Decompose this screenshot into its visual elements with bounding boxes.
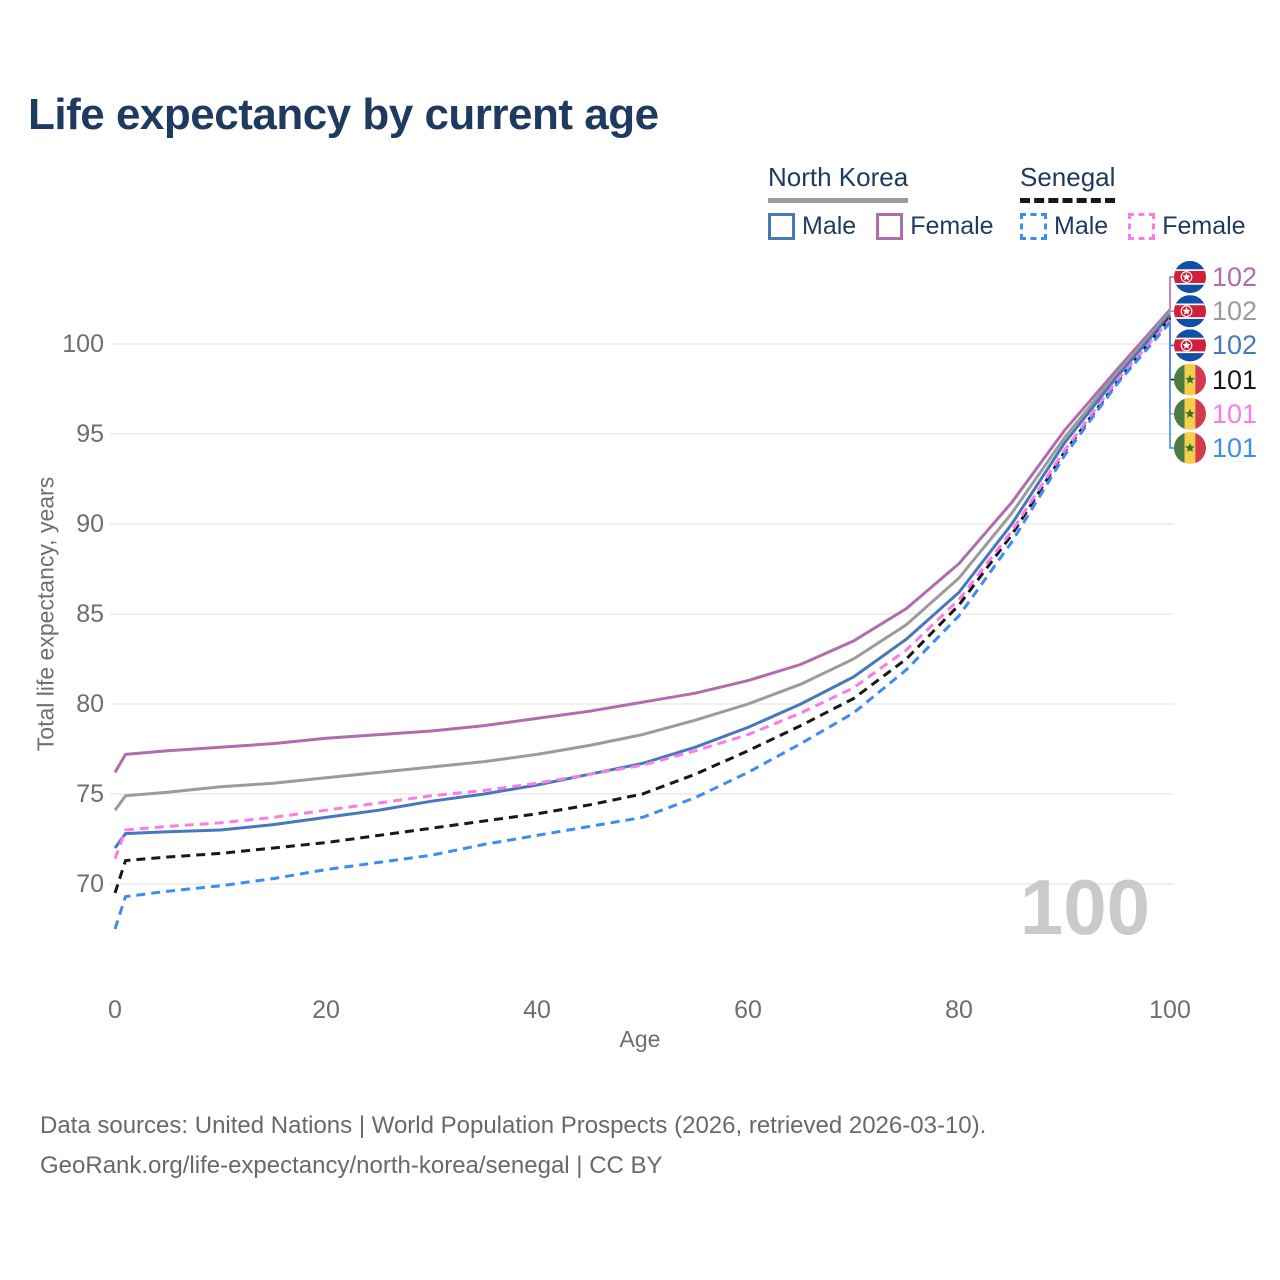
x-axis-tick-label: 60 — [734, 996, 762, 1024]
legend-label: Male — [1054, 212, 1109, 240]
endpoint-value-label: 102 — [1212, 262, 1258, 292]
y-axis-tick-label: 100 — [62, 330, 104, 358]
series-line-north-korea-male — [113, 314, 1172, 849]
y-axis-tick-label: 70 — [76, 870, 104, 898]
y-axis-tick-label: 80 — [76, 690, 104, 718]
endpoint-value-label: 102 — [1212, 296, 1258, 327]
x-axis-tick-label: 80 — [945, 996, 973, 1024]
x-axis-title: Age — [619, 1026, 661, 1052]
series-line-north-korea-both — [113, 311, 1172, 812]
series-line-senegal-male — [113, 321, 1172, 930]
senegal-flag-icon — [1174, 432, 1206, 464]
legend-item-north-korea-female[interactable]: Female — [876, 212, 994, 241]
x-axis-tick-label: 20 — [312, 996, 340, 1024]
series-line-north-korea-female — [113, 308, 1172, 774]
legend-country-north-korea: North Korea — [768, 162, 909, 203]
x-axis-tick-label: 100 — [1149, 996, 1191, 1024]
north-korea-flag-icon — [1174, 261, 1206, 293]
footer-source-url: GeoRank.org/life-expectancy/north-korea/… — [40, 1152, 663, 1179]
legend-item-north-korea-male[interactable]: Male — [768, 212, 856, 241]
north-korea-flag-icon — [1174, 329, 1206, 362]
legend-country-senegal: Senegal — [1020, 162, 1116, 203]
series-line-senegal-both — [113, 316, 1172, 894]
endpoint-value-label: 101 — [1212, 433, 1258, 463]
legend-label: Male — [802, 212, 857, 240]
north-korea-flag-icon — [1174, 295, 1206, 328]
y-axis-tick-label: 85 — [76, 600, 104, 628]
senegal-flag-icon — [1174, 363, 1206, 396]
endpoint-value-label: 101 — [1212, 364, 1258, 395]
series-line-senegal-female — [113, 318, 1172, 860]
page-title: Life expectancy by current age — [28, 90, 659, 139]
legend-swatch-north-korea-male — [768, 213, 795, 240]
legend-group-senegal: Senegal Male Female — [1020, 162, 1246, 241]
y-axis-tick-label: 75 — [76, 780, 104, 808]
legend-swatch-senegal-male — [1020, 213, 1047, 240]
legend-item-senegal-male[interactable]: Male — [1020, 212, 1108, 241]
endpoint-value-label: 101 — [1212, 398, 1258, 429]
y-axis-tick-label: 90 — [76, 510, 104, 538]
legend-swatch-senegal-female — [1128, 213, 1156, 240]
legend-group-north-korea: North Korea Male Female — [768, 162, 994, 241]
legend-label: Female — [910, 212, 994, 240]
endpoint-value-label: 102 — [1212, 330, 1258, 361]
footer: Data sources: United Nations | World Pop… — [40, 1106, 986, 1186]
legend-label: Female — [1162, 212, 1246, 240]
footer-data-sources: Data sources: United Nations | World Pop… — [40, 1112, 987, 1139]
legend-item-senegal-female[interactable]: Female — [1128, 212, 1246, 241]
senegal-flag-icon — [1174, 397, 1206, 430]
legend-swatch-north-korea-female — [876, 213, 904, 240]
x-axis-tick-label: 0 — [108, 996, 122, 1024]
hover-age-watermark: 100 — [1019, 863, 1150, 951]
x-axis-tick-label: 40 — [523, 996, 551, 1024]
y-axis-tick-label: 95 — [76, 420, 104, 448]
